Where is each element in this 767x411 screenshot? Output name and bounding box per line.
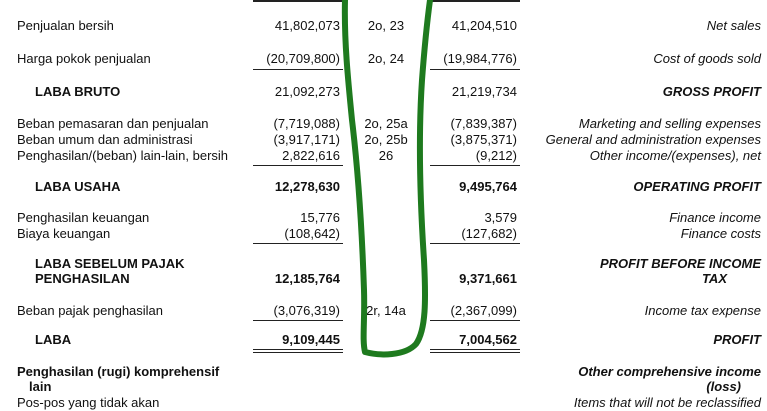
row-net-sales: Penjualan bersih 41,802,073 2o, 23 41,20… [0,18,767,34]
value-prior: 3,579 [484,210,517,225]
subtotal-rule-prior [430,320,520,321]
value-current: (7,719,088) [273,116,341,131]
value-current: 15,776 [300,210,340,225]
label-en: Finance income [669,210,761,225]
row-cost-of-goods-sold: Harga pokok penjualan (20,709,800) 2o, 2… [0,51,767,67]
note-ref: 2o, 24 [367,51,405,66]
label-id: Harga pokok penjualan [17,51,151,66]
total-rule-current-2 [253,352,343,353]
subtotal-rule-prior [430,243,520,244]
subtotal-rule-current [253,320,343,321]
label-id: Beban pajak penghasilan [17,303,164,318]
subtotal-rule-prior [430,165,520,166]
label-id: Penghasilan keuangan [17,210,150,225]
label-en: PROFIT BEFORE INCOME [599,256,761,271]
row-profit-before-tax-line2: PENGHASILAN 12,185,764 9,371,661 TAX [0,271,767,287]
label-id: Biaya keuangan [17,226,111,241]
value-current: (108,642) [284,226,340,241]
row-finance-costs: Biaya keuangan (108,642) (127,682) Finan… [0,226,767,242]
label-en: PROFIT [713,332,761,347]
label-id: PENGHASILAN [35,271,130,286]
label-id: Beban pemasaran dan penjualan [17,116,209,131]
label-id: Penghasilan (rugi) komprehensif [17,364,220,379]
label-id: Penghasilan/(beban) lain-lain, bersih [17,148,229,163]
row-finance-income: Penghasilan keuangan 15,776 3,579 Financ… [0,210,767,226]
value-prior: (7,839,387) [450,116,518,131]
value-current: 2,822,616 [282,148,340,163]
value-current: 12,278,630 [274,179,340,194]
row-gross-profit: LABA BRUTO 21,092,273 21,219,734 GROSS P… [0,84,767,100]
total-rule-prior-1 [430,349,520,350]
value-prior: (9,212) [475,148,517,163]
value-current: 41,802,073 [274,18,340,33]
value-current: (20,709,800) [266,51,340,66]
value-prior: (2,367,099) [450,303,518,318]
top-rule-prior [430,0,520,2]
note-ref: 2o, 25b [364,132,408,147]
label-id: Penjualan bersih [17,18,114,33]
value-prior: (127,682) [461,226,517,241]
value-prior: 41,204,510 [451,18,517,33]
label-id: LABA SEBELUM PAJAK [35,256,185,271]
note-ref: 26 [378,148,394,163]
label-en: Other income/(expenses), net [589,148,761,163]
label-en: OPERATING PROFIT [633,179,761,194]
label-en: GROSS PROFIT [662,84,761,99]
label-en: Marketing and selling expenses [578,116,761,131]
subtotal-rule-current [253,243,343,244]
value-current: (3,917,171) [273,132,341,147]
label-id: LABA USAHA [35,179,121,194]
value-prior: 9,371,661 [459,271,517,286]
row-other-comprehensive-line2: lain (loss) [0,379,767,395]
top-rule-current [253,0,343,2]
row-marketing-expenses: Beban pemasaran dan penjualan (7,719,088… [0,116,767,132]
value-current: 21,092,273 [274,84,340,99]
label-en: TAX [701,271,727,286]
total-rule-current-1 [253,349,343,350]
row-profit-before-tax-line1: LABA SEBELUM PAJAK PROFIT BEFORE INCOME [0,256,767,272]
label-en: Finance costs [680,226,761,241]
label-id: LABA [35,332,72,347]
subtotal-rule-current [253,69,343,70]
label-en: Income tax expense [644,303,761,318]
total-rule-prior-2 [430,352,520,353]
row-general-admin-expenses: Beban umum dan administrasi (3,917,171) … [0,132,767,148]
note-ref: 2o, 25a [364,116,408,131]
value-current: 9,109,445 [282,332,340,347]
subtotal-rule-prior [430,69,520,70]
label-en: General and administration expenses [545,132,761,147]
note-ref: 2r, 14a [366,303,406,318]
note-ref: 2o, 23 [367,18,405,33]
row-items-not-reclassified: Pos-pos yang tidak akan Items that will … [0,395,767,411]
row-operating-profit: LABA USAHA 12,278,630 9,495,764 OPERATIN… [0,179,767,195]
row-other-comprehensive-line1: Penghasilan (rugi) komprehensif Other co… [0,364,767,380]
row-profit: LABA 9,109,445 7,004,562 PROFIT [0,332,767,348]
label-en: Items that will not be reclassified [573,395,761,410]
value-prior: 7,004,562 [459,332,517,347]
label-en: Net sales [706,18,761,33]
value-prior: 21,219,734 [451,84,517,99]
value-prior: (3,875,371) [450,132,518,147]
label-en: (loss) [706,379,741,394]
label-en: Cost of goods sold [653,51,761,66]
value-prior: (19,984,776) [443,51,517,66]
label-id: LABA BRUTO [35,84,121,99]
subtotal-rule-current [253,165,343,166]
row-other-income: Penghasilan/(beban) lain-lain, bersih 2,… [0,148,767,164]
label-id: Beban umum dan administrasi [17,132,193,147]
label-id: Pos-pos yang tidak akan [17,395,160,410]
value-current: (3,076,319) [273,303,341,318]
value-prior: 9,495,764 [459,179,517,194]
label-id: lain [29,379,52,394]
value-current: 12,185,764 [274,271,340,286]
row-income-tax-expense: Beban pajak penghasilan (3,076,319) 2r, … [0,303,767,319]
label-en: Other comprehensive income [578,364,761,379]
